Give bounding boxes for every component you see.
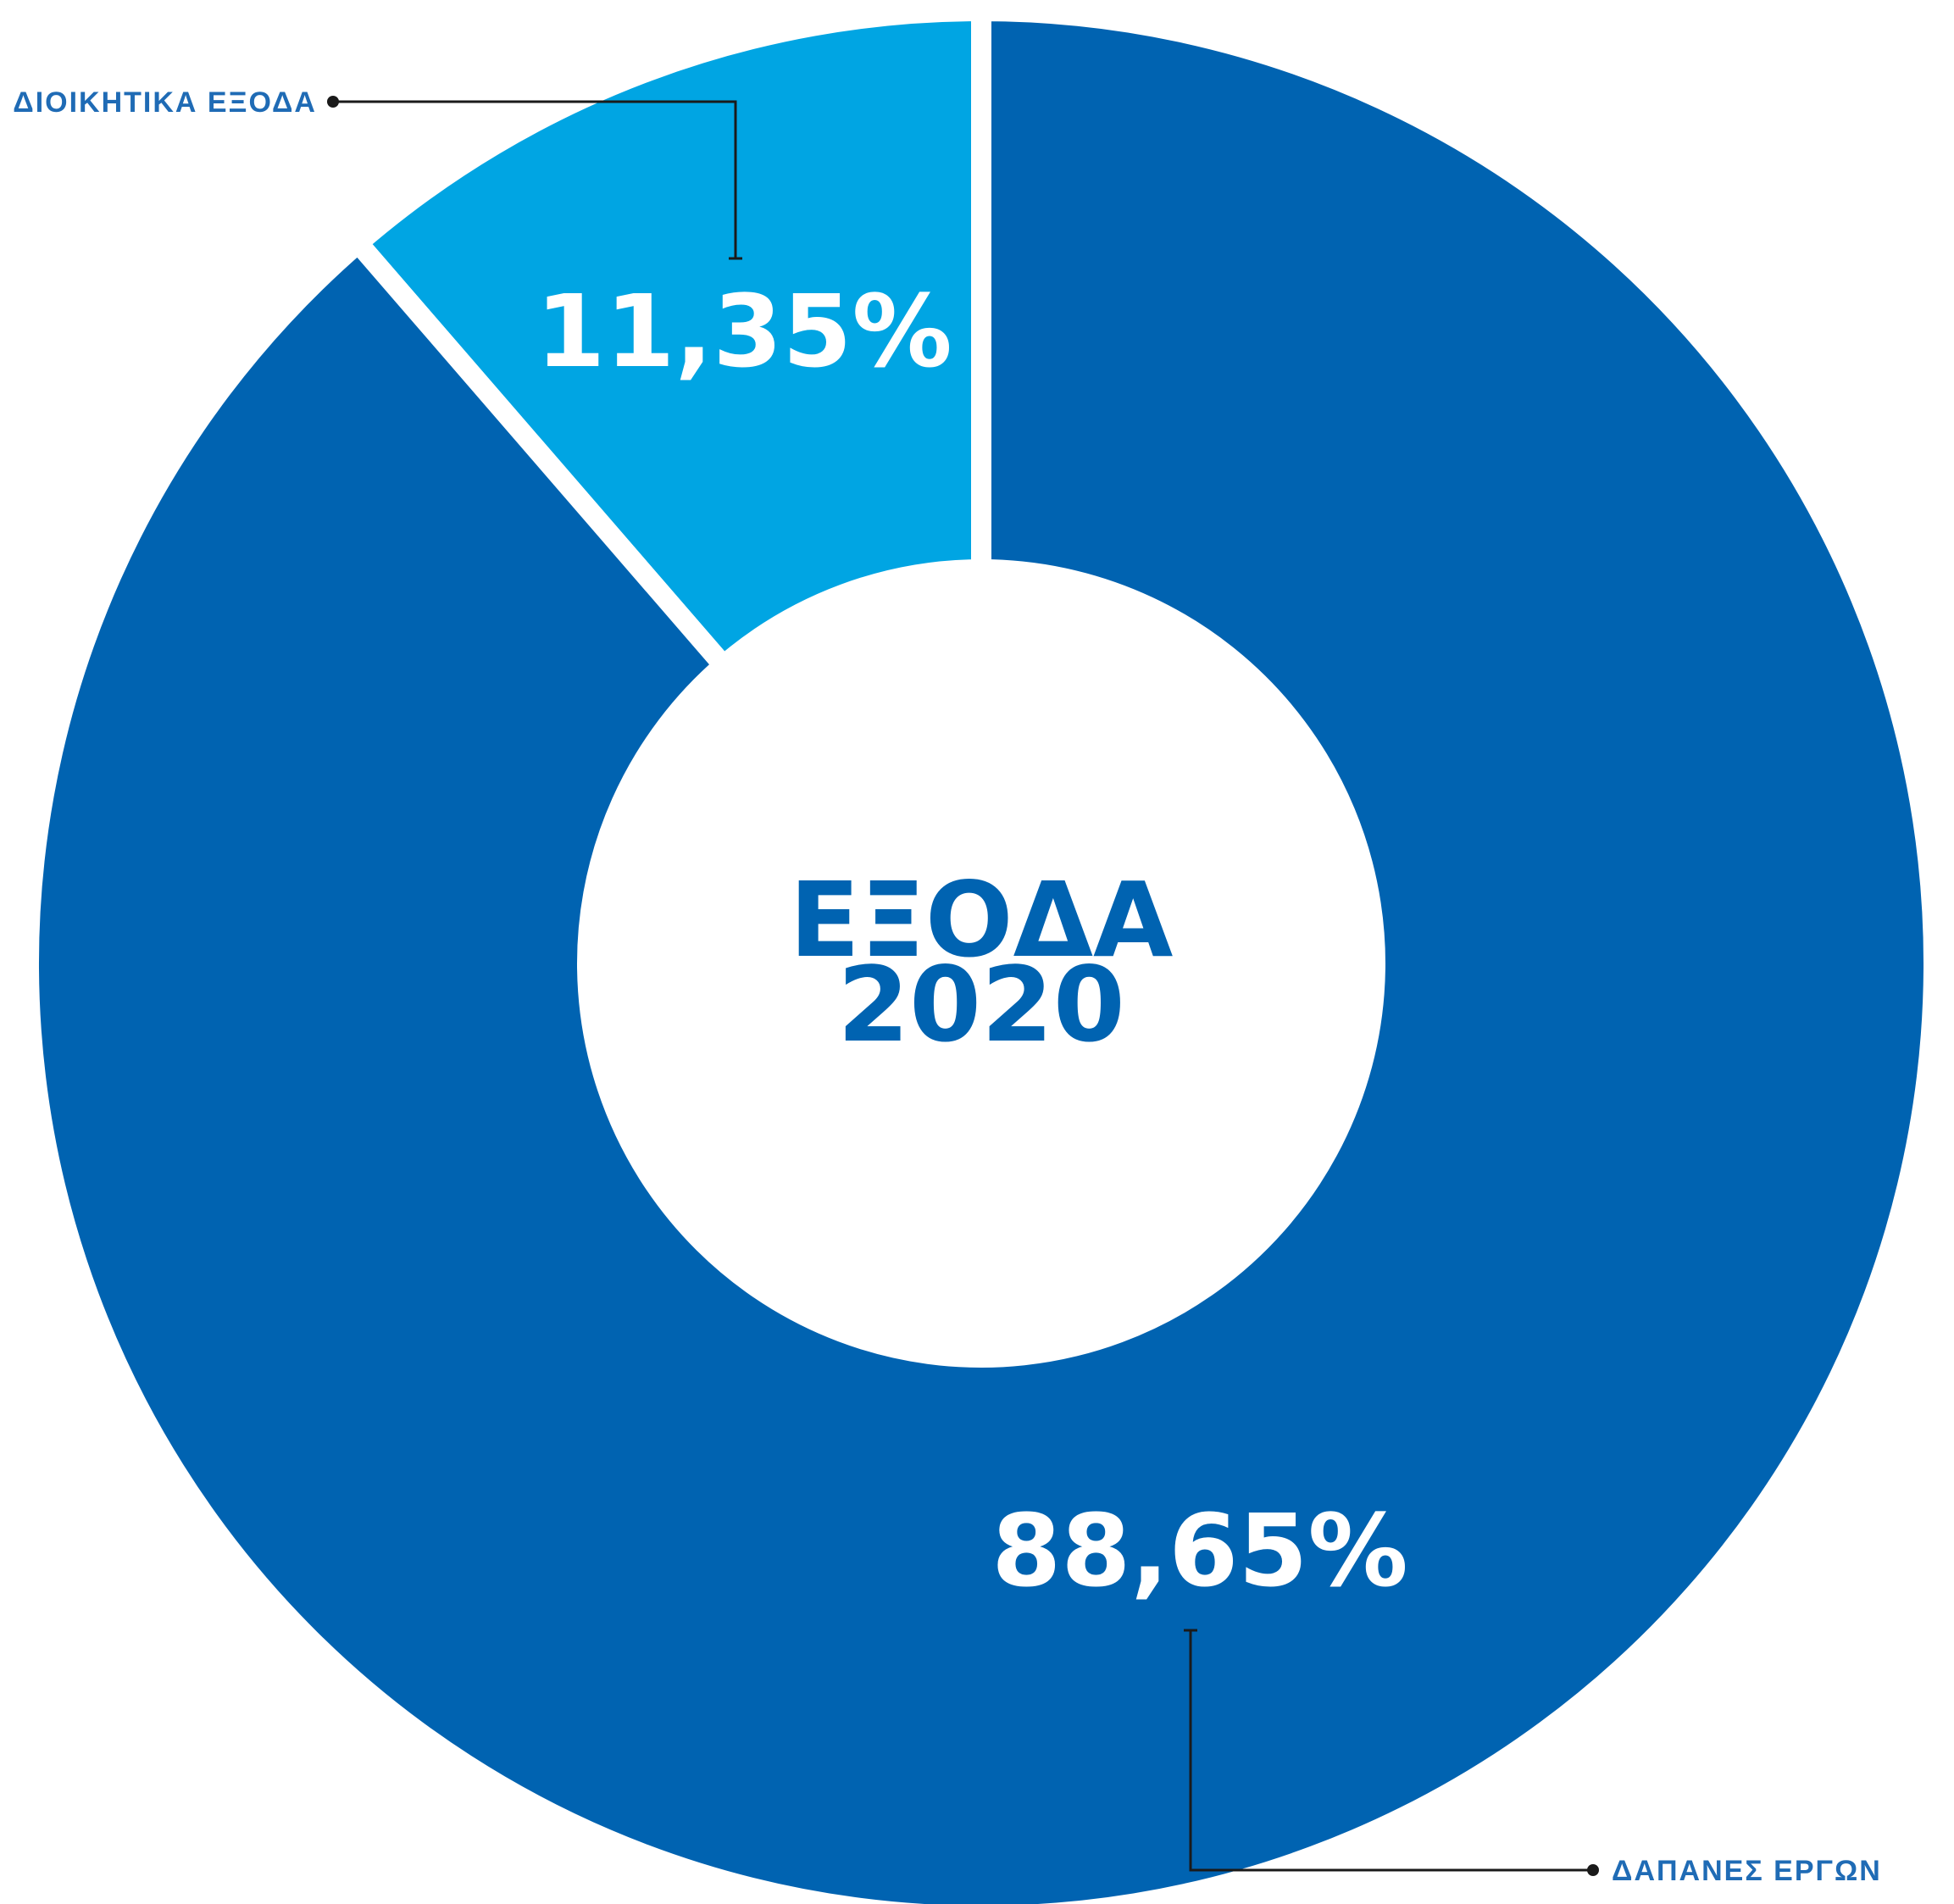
slice-project-expenses <box>19 0 1944 1904</box>
callout-line-admin <box>333 100 737 258</box>
callout-label-projects: ΔΑΠΑΝΕΣ ΕΡΓΩΝ <box>1612 1855 1882 1887</box>
callout-label-admin: ΔΙΟΙΚΗΤΙΚΑ ΕΞΟΔΑ <box>13 86 317 119</box>
callouts <box>327 96 1599 1876</box>
callout-line-projects <box>1189 1630 1593 1872</box>
slice-admin-expenses <box>343 0 991 680</box>
callout-dot-admin <box>327 96 339 108</box>
slice-value-label-projects: 88,65% <box>991 1492 1407 1609</box>
donut-slices <box>19 0 1944 1904</box>
slice-value-label-admin: 11,35% <box>536 273 952 390</box>
callout-dot-projects <box>1587 1864 1599 1876</box>
chart-subtitle: 2020 <box>837 945 1125 1065</box>
chart-title: ΕΞΟΔΑ <box>790 860 1174 980</box>
